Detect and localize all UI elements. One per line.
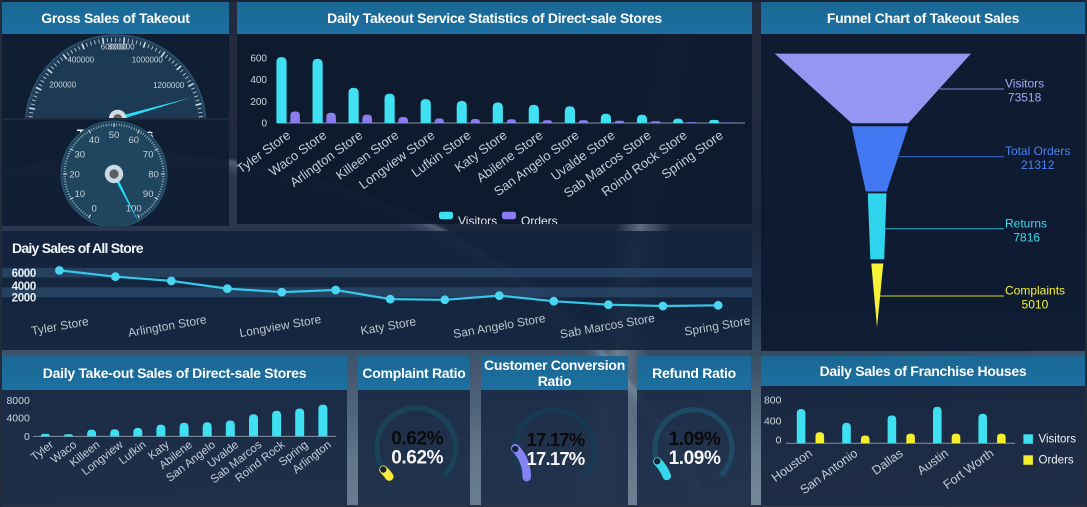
svg-text:San Angelo Store: San Angelo Store bbox=[452, 311, 547, 341]
svg-text:800000: 800000 bbox=[108, 42, 135, 51]
svg-text:5010: 5010 bbox=[1022, 298, 1049, 312]
svg-text:400000: 400000 bbox=[67, 55, 94, 64]
svg-text:17.17%: 17.17% bbox=[527, 448, 585, 469]
svg-text:0.62%: 0.62% bbox=[391, 428, 443, 449]
svg-text:Fort Worth: Fort Worth bbox=[941, 446, 997, 492]
svg-text:21312: 21312 bbox=[1021, 158, 1055, 172]
svg-text:Lufkin: Lufkin bbox=[117, 439, 149, 467]
svg-text:17.17%: 17.17% bbox=[527, 429, 585, 450]
svg-text:0: 0 bbox=[24, 431, 30, 443]
svg-text:10: 10 bbox=[75, 189, 86, 200]
svg-text:73518: 73518 bbox=[1008, 91, 1042, 105]
svg-text:200000: 200000 bbox=[49, 81, 76, 90]
svg-text:0: 0 bbox=[92, 204, 97, 215]
svg-text:1000000: 1000000 bbox=[132, 55, 164, 64]
svg-text:100: 100 bbox=[126, 204, 142, 215]
svg-text:20: 20 bbox=[69, 169, 80, 180]
svg-text:Spring Store: Spring Store bbox=[683, 313, 751, 338]
svg-text:600: 600 bbox=[250, 53, 267, 64]
svg-text:600000: 600000 bbox=[101, 42, 128, 51]
svg-text:40: 40 bbox=[89, 135, 100, 146]
svg-text:800: 800 bbox=[764, 395, 782, 407]
svg-text:Total Orders: Total Orders bbox=[1005, 144, 1070, 158]
svg-text:Katy Store: Katy Store bbox=[359, 314, 417, 338]
svg-text:Longview Store: Longview Store bbox=[238, 312, 322, 340]
svg-text:30: 30 bbox=[75, 150, 86, 161]
svg-text:Tyler Store: Tyler Store bbox=[30, 314, 90, 338]
svg-text:Visitors: Visitors bbox=[458, 214, 497, 224]
svg-text:8000: 8000 bbox=[6, 395, 30, 407]
svg-text:400: 400 bbox=[250, 75, 267, 86]
svg-text:4000: 4000 bbox=[6, 413, 30, 425]
svg-text:60: 60 bbox=[129, 135, 140, 146]
svg-text:4000: 4000 bbox=[12, 281, 36, 293]
svg-text:Dallas: Dallas bbox=[869, 446, 905, 478]
svg-text:0: 0 bbox=[776, 435, 782, 447]
svg-text:400: 400 bbox=[764, 416, 782, 428]
svg-text:Arlington Store: Arlington Store bbox=[127, 312, 208, 340]
svg-text:Sab Marcos Store: Sab Marcos Store bbox=[559, 311, 656, 342]
svg-text:80: 80 bbox=[148, 169, 159, 180]
svg-text:6000: 6000 bbox=[12, 268, 36, 280]
svg-text:0.62%: 0.62% bbox=[391, 447, 443, 468]
svg-text:70: 70 bbox=[143, 150, 154, 161]
svg-text:1.09%: 1.09% bbox=[669, 448, 721, 469]
svg-text:Complaints: Complaints bbox=[1005, 284, 1065, 298]
svg-text:1200000: 1200000 bbox=[153, 81, 185, 90]
svg-text:Orders: Orders bbox=[1039, 455, 1074, 467]
svg-text:7816: 7816 bbox=[1013, 230, 1040, 244]
svg-text:Austin: Austin bbox=[915, 446, 951, 478]
svg-text:Orders: Orders bbox=[521, 214, 558, 224]
svg-text:1.09%: 1.09% bbox=[669, 429, 721, 450]
svg-text:Visitors: Visitors bbox=[1039, 434, 1077, 446]
svg-text:Returns: Returns bbox=[1005, 216, 1047, 230]
svg-text:200: 200 bbox=[250, 97, 267, 108]
svg-text:2000: 2000 bbox=[12, 292, 36, 304]
svg-text:Visitors: Visitors bbox=[1005, 77, 1044, 91]
svg-text:50: 50 bbox=[109, 130, 120, 141]
svg-text:90: 90 bbox=[143, 189, 154, 200]
svg-text:0: 0 bbox=[261, 119, 267, 130]
